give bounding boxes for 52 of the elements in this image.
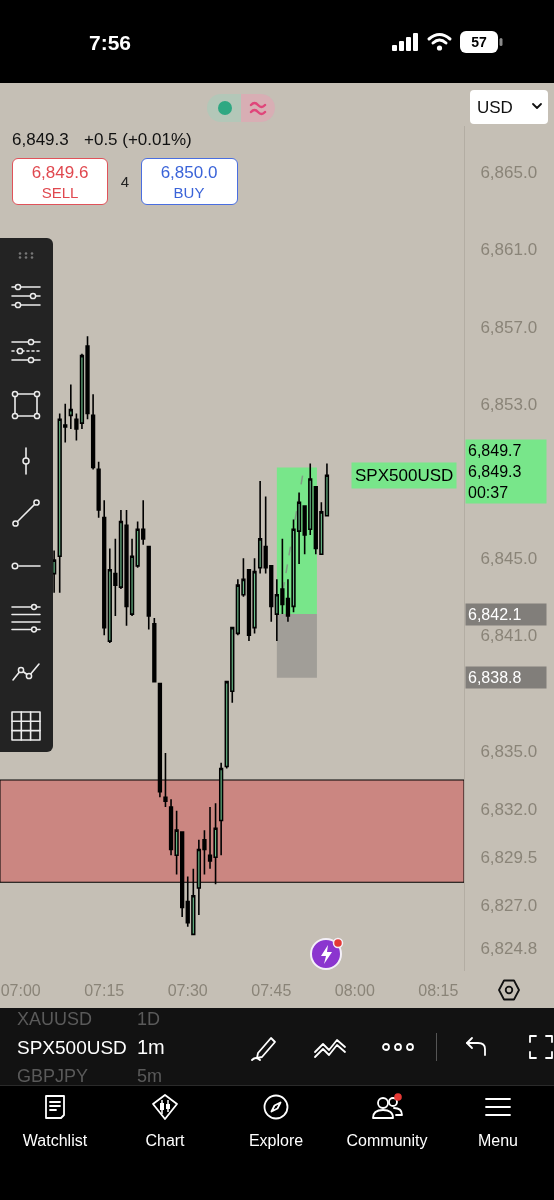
x-tick-label: 08:00 (334, 982, 375, 999)
text: Watchlist (22, 1132, 88, 1149)
annotation: SPX500USD (355, 466, 454, 485)
annotation: 4 (120, 172, 130, 190)
text: 6,838.8 (468, 669, 522, 686)
candlestick (102, 499, 107, 637)
x-tick-label: 07:00 (0, 982, 41, 999)
y-tick-label: 6,861.0 (480, 240, 538, 260)
y-tick-label: 6,827.0 (480, 896, 538, 916)
text: 5m (137, 1066, 163, 1086)
text: Chart (145, 1132, 185, 1149)
text: 7:56 (88, 30, 132, 54)
annotation: BUY (173, 183, 205, 201)
y-tick-label: 6,835.0 (480, 742, 538, 762)
candlestick (90, 393, 96, 471)
text: 6,849.7 (468, 442, 522, 459)
x-tick-label: 07:15 (84, 982, 125, 999)
annotation: 6,849.3 (12, 129, 69, 149)
candlestick (257, 480, 263, 575)
x-tick-label: 07:45 (251, 982, 292, 999)
text: 6,849.3 (468, 462, 522, 480)
y-tick-label: 6,857.0 (480, 317, 538, 337)
text: GBPJPY (17, 1066, 89, 1086)
text: Community (346, 1132, 428, 1149)
annotation: +0.5 (+0.01%) (84, 129, 192, 149)
annotation: 6,850.0 (160, 162, 218, 182)
text: XAUUSD (17, 1009, 93, 1029)
annotation: 6,849.6 (31, 162, 89, 182)
y-tick-label: 6,845.0 (480, 549, 538, 569)
text: 00:37 (468, 483, 509, 501)
text: Menu (477, 1132, 519, 1149)
candlestick (68, 383, 73, 430)
x-tick-label: 07:30 (167, 982, 208, 999)
text: SPX500USD (17, 1036, 127, 1058)
text: 1m (137, 1036, 165, 1058)
x-tick-label: 08:15 (418, 982, 459, 999)
candlestick (146, 545, 151, 631)
text: 57 (471, 34, 487, 50)
y-tick-label: 6,829.5 (480, 848, 538, 868)
text: Explore (248, 1132, 304, 1149)
text: 6,842.1 (468, 606, 522, 623)
annotation: SELL (41, 183, 79, 201)
y-tick-label: 6,865.0 (480, 163, 538, 183)
y-tick-label: 6,853.0 (480, 394, 538, 414)
candlestick (96, 460, 101, 519)
text: 1D (137, 1009, 161, 1029)
y-tick-label: 6,832.0 (480, 799, 538, 819)
candlestick (51, 549, 57, 594)
candlestick (152, 617, 157, 683)
y-tick-label: 6,841.0 (480, 626, 538, 646)
text: USD (477, 97, 513, 117)
y-tick-label: 6,824.8 (480, 938, 538, 958)
